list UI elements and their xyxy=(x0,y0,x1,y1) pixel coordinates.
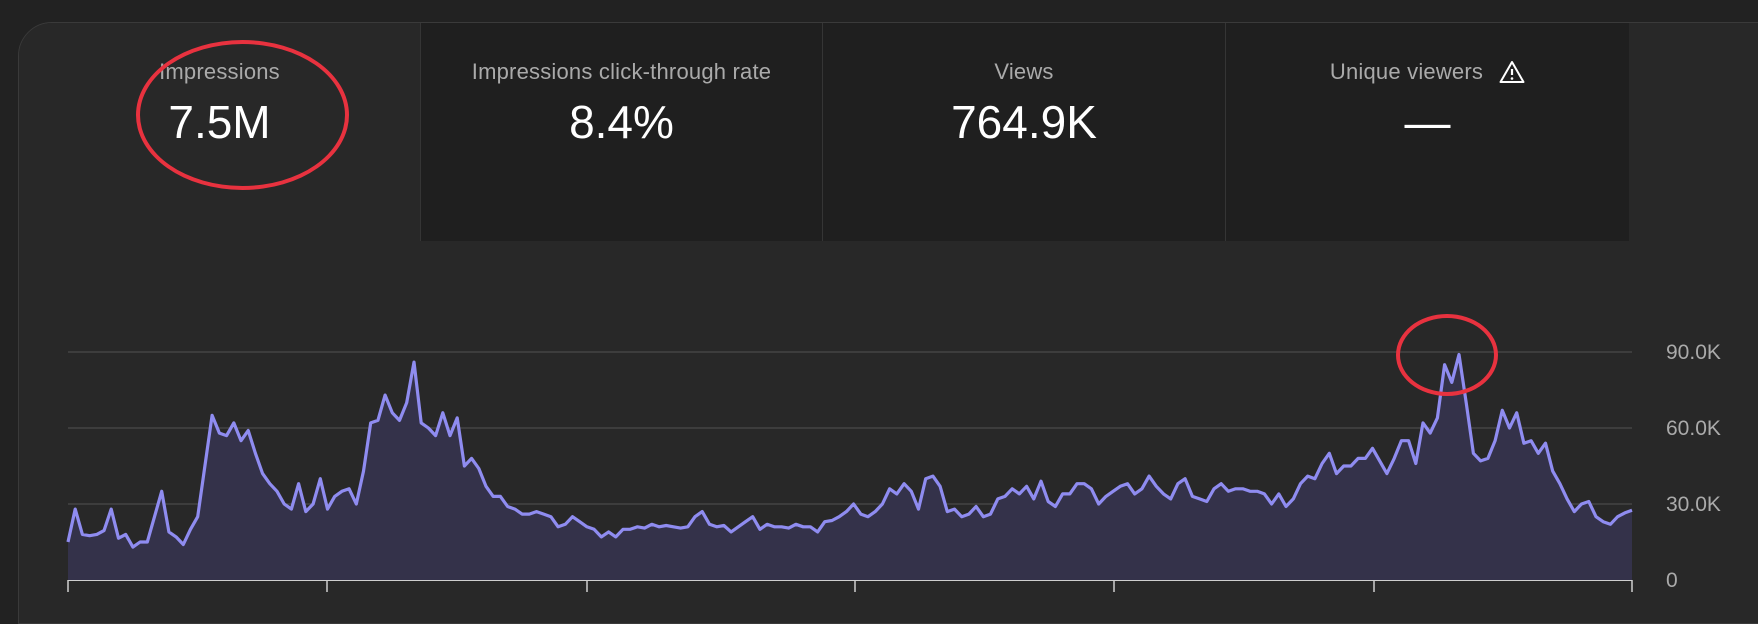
tab-impressions-ctr-label: Impressions click-through rate xyxy=(471,59,772,84)
tab-views-label: Views xyxy=(994,59,1054,84)
tab-unique-viewers-label-row: Unique viewers xyxy=(1330,59,1525,85)
tab-impressions-ctr[interactable]: Impressions click-through rate 8.4% xyxy=(420,23,822,241)
tab-impressions-ctr-value: 8.4% xyxy=(569,96,674,148)
y-tick-label: 0 xyxy=(1666,569,1678,592)
annotation-circle-impressions xyxy=(136,40,349,190)
impressions-chart: 0 30.0K 60.0K 90.0K xyxy=(66,341,1721,592)
chart-area-fill xyxy=(68,354,1632,580)
warning-icon[interactable] xyxy=(1499,60,1525,84)
tab-unique-viewers-label: Unique viewers xyxy=(1329,59,1484,84)
y-tick-label: 90.0K xyxy=(1666,341,1721,364)
tab-unique-viewers[interactable]: Unique viewers — xyxy=(1225,23,1629,241)
chart-series-line xyxy=(66,352,1633,549)
y-tick-label: 30.0K xyxy=(1666,493,1721,516)
y-tick-label: 60.0K xyxy=(1666,417,1721,440)
annotation-circle-peak xyxy=(1396,314,1498,396)
tab-views[interactable]: Views 764.9K xyxy=(822,23,1225,241)
tab-unique-viewers-value: — xyxy=(1404,96,1451,148)
tab-views-value: 764.9K xyxy=(951,96,1097,148)
